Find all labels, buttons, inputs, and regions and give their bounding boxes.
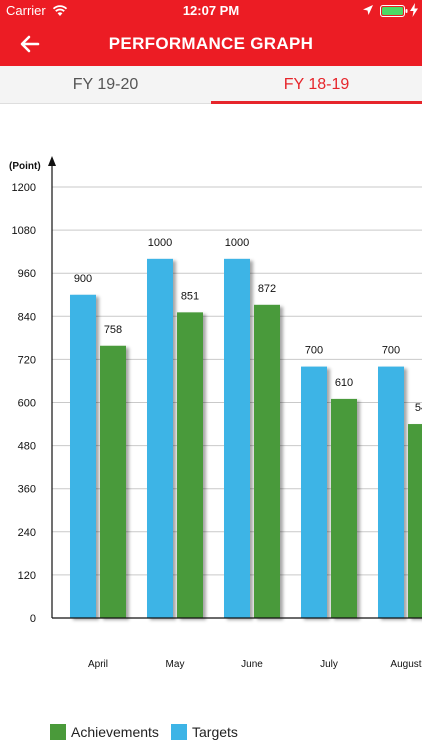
y-tick-label: 960 <box>18 268 36 280</box>
bar-targets <box>70 294 96 618</box>
bar-targets <box>224 258 250 618</box>
legend-swatch-targets <box>171 724 187 740</box>
y-tick-label: 480 <box>18 441 36 453</box>
bar-targets <box>378 366 404 618</box>
status-bar: Carrier 12:07 PM <box>0 0 422 22</box>
charging-bolt-icon <box>410 3 418 17</box>
data-label: 1000 <box>225 237 249 249</box>
y-tick-label: 1200 <box>12 182 36 194</box>
page-title: PERFORMANCE GRAPH <box>108 34 314 53</box>
data-label: 700 <box>382 345 400 357</box>
status-time: 12:07 PM <box>182 3 240 18</box>
bar-achievements <box>177 312 203 618</box>
data-label: 1000 <box>148 237 172 249</box>
location-arrow-icon <box>363 5 373 15</box>
y-tick-label: 1080 <box>12 225 36 237</box>
y-tick-label: 0 <box>30 613 36 625</box>
x-tick-label: August <box>390 659 421 670</box>
bar-targets <box>301 366 327 618</box>
y-tick-label: 600 <box>18 398 36 410</box>
y-axis-arrow-icon <box>48 156 56 166</box>
bar-achievements <box>254 304 280 618</box>
wifi-icon <box>52 5 68 16</box>
tab-fy-19-20[interactable]: FY 19-20 <box>72 76 139 93</box>
active-tab-indicator <box>211 101 422 104</box>
battery-icon <box>380 5 408 17</box>
back-arrow-icon[interactable] <box>18 32 42 56</box>
x-tick-label: July <box>320 659 338 670</box>
data-label: 610 <box>335 377 353 389</box>
y-tick-label: 120 <box>18 570 36 582</box>
y-tick-label: 840 <box>18 311 36 323</box>
tab-fy-18-19[interactable]: FY 18-19 <box>283 76 350 93</box>
data-label: 900 <box>74 273 92 285</box>
fiscal-year-tabs: FY 19-20 FY 18-19 <box>0 66 422 104</box>
data-label: 851 <box>181 290 199 302</box>
bar-achievements <box>331 398 357 618</box>
carrier-label: Carrier <box>6 3 46 18</box>
legend-label-targets: Targets <box>192 724 238 740</box>
y-tick-label: 360 <box>18 484 36 496</box>
y-tick-label: 240 <box>18 527 36 539</box>
chart-canvas: 0 120 240 360 480 600 720 840 960 1080 1200 900 758 A… <box>9 156 422 670</box>
app-bar: PERFORMANCE GRAPH <box>0 22 422 66</box>
bar-achievements <box>100 345 126 618</box>
data-label: 700 <box>305 345 323 357</box>
data-label: 758 <box>104 324 122 336</box>
y-axis-label: (Point) <box>9 161 41 172</box>
x-tick-label: May <box>166 659 185 670</box>
legend-swatch-achievements <box>50 724 66 740</box>
legend-label-achievements: Achievements <box>71 724 159 740</box>
performance-bar-chart: 0 120 240 360 480 600 720 840 960 1080 1200 900 758 A… <box>0 104 422 704</box>
data-label: 872 <box>258 283 276 295</box>
bar-targets <box>147 258 173 618</box>
data-label: 54 <box>415 402 422 414</box>
x-tick-label: June <box>241 659 263 670</box>
x-tick-label: April <box>88 659 108 670</box>
bar-achievements <box>408 424 422 618</box>
y-tick-label: 720 <box>18 354 36 366</box>
